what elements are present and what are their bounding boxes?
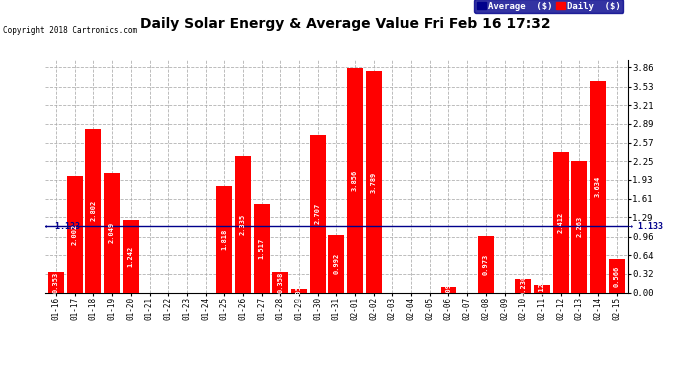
Text: 1.517: 1.517 — [259, 238, 265, 259]
Text: 3.856: 3.856 — [352, 170, 358, 190]
Text: 0.230: 0.230 — [520, 275, 526, 296]
Bar — [123, 220, 139, 292]
Text: 2.335: 2.335 — [240, 214, 246, 235]
Text: 2.263: 2.263 — [576, 216, 582, 237]
Text: → 1.133: → 1.133 — [628, 222, 663, 231]
Text: 2.802: 2.802 — [90, 200, 97, 221]
Text: 0.973: 0.973 — [483, 254, 489, 275]
Bar — [273, 272, 288, 292]
Text: 3.634: 3.634 — [595, 176, 601, 197]
Bar — [86, 129, 101, 292]
Text: 2.412: 2.412 — [558, 211, 564, 233]
Bar — [310, 135, 326, 292]
Text: 2.707: 2.707 — [315, 203, 321, 224]
Legend: Average  ($), Daily  ($): Average ($), Daily ($) — [475, 0, 623, 13]
Bar — [347, 68, 363, 292]
Text: 1.242: 1.242 — [128, 246, 134, 267]
Bar — [534, 285, 550, 292]
Bar — [590, 81, 606, 292]
Text: 1.818: 1.818 — [221, 229, 227, 250]
Text: 0.992: 0.992 — [333, 253, 339, 274]
Bar — [216, 186, 233, 292]
Bar — [328, 235, 344, 292]
Bar — [609, 260, 624, 292]
Bar — [235, 156, 251, 292]
Bar — [67, 176, 83, 292]
Bar — [571, 160, 587, 292]
Text: ← 1.133: ← 1.133 — [45, 222, 80, 231]
Bar — [515, 279, 531, 292]
Text: 0.353: 0.353 — [53, 272, 59, 293]
Text: 0.097: 0.097 — [446, 279, 451, 300]
Bar — [254, 204, 270, 292]
Bar — [478, 236, 494, 292]
Bar — [48, 272, 64, 292]
Bar — [440, 287, 457, 292]
Text: 2.002: 2.002 — [72, 224, 78, 245]
Text: 2.049: 2.049 — [109, 222, 115, 243]
Bar — [553, 152, 569, 292]
Bar — [291, 290, 307, 292]
Text: 0.566: 0.566 — [613, 266, 620, 286]
Text: Daily Solar Energy & Average Value Fri Feb 16 17:32: Daily Solar Energy & Average Value Fri F… — [139, 17, 551, 31]
Bar — [104, 173, 120, 292]
Text: 0.358: 0.358 — [277, 272, 284, 292]
Text: 3.789: 3.789 — [371, 171, 377, 193]
Bar — [366, 72, 382, 292]
Text: Copyright 2018 Cartronics.com: Copyright 2018 Cartronics.com — [3, 26, 137, 35]
Text: 0.054: 0.054 — [296, 280, 302, 302]
Text: 0.125: 0.125 — [539, 278, 545, 300]
